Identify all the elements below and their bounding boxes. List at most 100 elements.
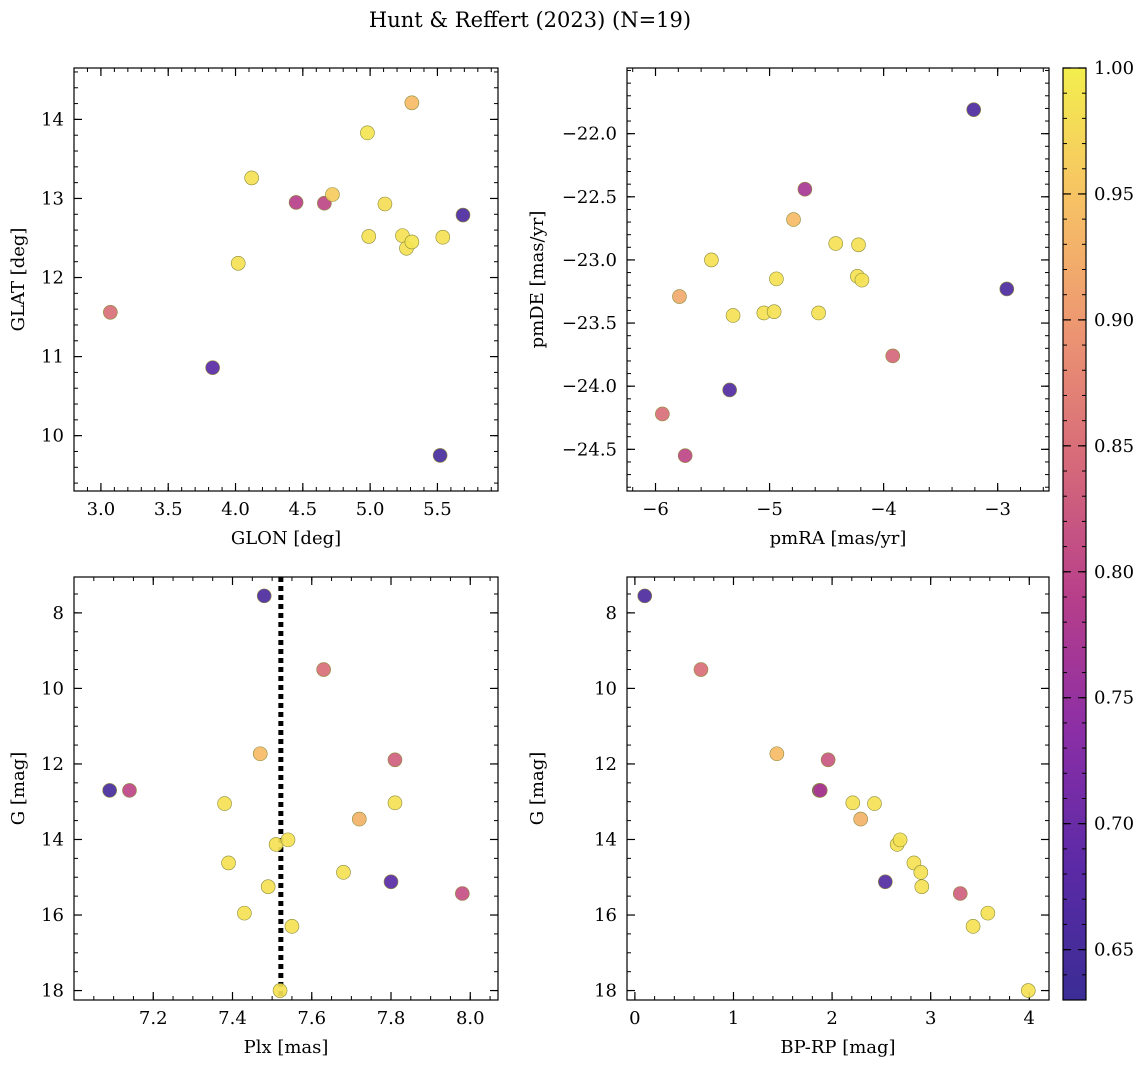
colorbar-tick-label: 0.85 — [1094, 436, 1134, 457]
y-tick-label: −22.0 — [562, 124, 617, 145]
x-tick-label: 7.8 — [377, 1008, 406, 1029]
y-tick-label: 8 — [53, 603, 64, 624]
x-tick-label: 3 — [925, 1008, 936, 1029]
scatter-point — [435, 229, 451, 245]
y-axis-label: G [mag] — [527, 752, 548, 825]
scatter-point — [655, 406, 670, 422]
scatter-point — [103, 305, 118, 320]
scatter-point — [637, 588, 653, 604]
scatter-point — [217, 796, 232, 811]
x-tick-label: 7.6 — [297, 1008, 326, 1029]
axes-frame — [73, 576, 499, 1001]
scatter-point — [432, 448, 448, 463]
scatter-point — [811, 305, 826, 321]
scatter-point — [677, 448, 693, 463]
scatter-point — [845, 795, 861, 811]
y-tick-label: 10 — [594, 678, 617, 699]
x-tick-label: 4.0 — [221, 499, 250, 520]
scatter-point — [272, 983, 288, 998]
y-tick-label: 8 — [606, 603, 617, 624]
scatter-point — [387, 795, 403, 811]
x-tick-label: 0 — [629, 1008, 640, 1029]
scatter-point — [260, 879, 276, 894]
scatter-point — [221, 855, 236, 871]
scatter-point — [722, 382, 737, 398]
scatter-point — [966, 102, 982, 117]
scatter-point — [455, 207, 471, 223]
scatter-point — [336, 865, 351, 880]
colorbar-gradient — [1062, 67, 1087, 1001]
scatter-point — [280, 832, 296, 848]
scatter-point — [693, 662, 709, 677]
scatter-point — [769, 746, 785, 762]
colorbar-tick-label: 1.00 — [1094, 58, 1134, 79]
x-tick-label: −5 — [756, 499, 783, 520]
scatter-point — [361, 229, 377, 244]
x-tick-label: −3 — [984, 499, 1011, 520]
y-axis-label: G [mag] — [8, 752, 29, 825]
colorbar-tick-label: 0.90 — [1094, 310, 1134, 331]
scatter-point — [980, 905, 996, 921]
y-tick-label: 14 — [41, 829, 64, 850]
scatter-point — [892, 832, 908, 848]
y-tick-label: 14 — [594, 829, 617, 850]
y-tick-label: 16 — [41, 905, 64, 926]
scatter-point — [252, 746, 268, 762]
y-tick-label: 12 — [41, 268, 64, 289]
scatter-point — [316, 662, 331, 677]
x-tick-label: 5.5 — [423, 499, 452, 520]
x-tick-label: 8.0 — [456, 1008, 485, 1029]
x-axis-label: Plx [mas] — [244, 1037, 329, 1058]
scatter-point — [288, 195, 304, 210]
scatter-point — [851, 237, 866, 253]
scatter-point — [766, 304, 782, 319]
x-axis-label: BP-RP [mag] — [780, 1037, 895, 1058]
x-tick-label: 7.4 — [218, 1008, 247, 1029]
axes-frame — [626, 67, 1050, 492]
y-tick-label: 18 — [594, 981, 617, 1002]
axes-frame — [626, 576, 1050, 1001]
scatter-point — [122, 783, 137, 798]
y-tick-label: 13 — [41, 188, 64, 209]
x-tick-label: 4.5 — [289, 499, 318, 520]
y-tick-label: −23.0 — [562, 250, 617, 271]
scatter-point — [244, 170, 259, 186]
figure-title: Hunt & Reffert (2023) (N=19) — [369, 8, 691, 32]
scatter-point — [205, 360, 220, 375]
colorbar-tick-label: 0.70 — [1094, 814, 1134, 835]
scatter-point — [786, 212, 801, 227]
x-tick-label: 7.2 — [139, 1008, 168, 1029]
x-axis-label: pmRA [mas/yr] — [770, 528, 907, 549]
y-tick-label: 10 — [41, 426, 64, 447]
scatter-point — [820, 752, 836, 768]
x-tick-label: −6 — [642, 499, 669, 520]
scatter-point — [256, 588, 272, 604]
scatter-point — [853, 811, 868, 827]
x-tick-label: 3.0 — [87, 499, 116, 520]
scatter-point — [914, 879, 930, 894]
y-tick-label: 12 — [41, 754, 64, 775]
scatter-point — [377, 196, 393, 212]
panel-glon-glat: 3.0 3.5 4.0 4.5 5.0 5.5 10 11 12 13 14 GLON [deg] GL… — [8, 67, 499, 549]
scatter-point — [383, 874, 399, 890]
colorbar: 0.65 0.70 0.75 0.80 0.85 0.90 0.95 1.00 — [1062, 58, 1134, 1001]
scatter-point — [999, 281, 1015, 297]
y-tick-label: 18 — [41, 981, 64, 1002]
scatter-point — [672, 289, 687, 304]
scatter-point — [812, 783, 828, 798]
axes-frame — [73, 67, 499, 492]
y-tick-label: 12 — [594, 754, 617, 775]
x-tick-label: 5.0 — [356, 499, 385, 520]
scatter-point — [867, 796, 882, 811]
scatter-point — [878, 874, 893, 890]
y-tick-label: −24.0 — [562, 376, 617, 397]
scatter-point — [387, 752, 403, 768]
scatter-point — [325, 187, 340, 202]
x-tick-label: −4 — [870, 499, 897, 520]
x-tick-label: 2 — [826, 1008, 837, 1029]
scatter-point — [102, 783, 117, 798]
y-tick-label: 10 — [41, 678, 64, 699]
scatter-point — [965, 919, 981, 934]
